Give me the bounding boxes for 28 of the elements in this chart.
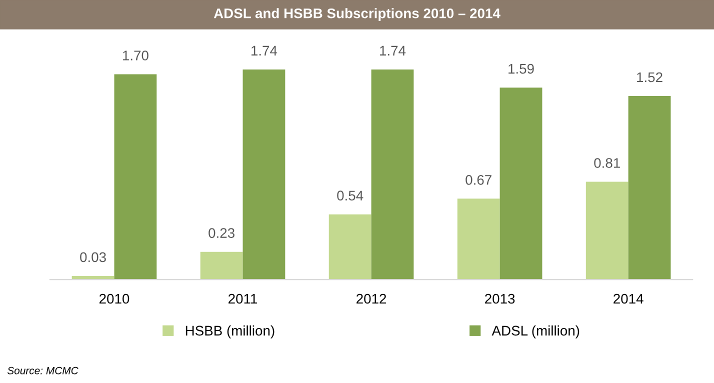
source-note: Source: MCMC bbox=[7, 366, 78, 374]
chart-title: ADSL and HSBB Subscriptions 2010 – 2014 bbox=[214, 8, 500, 22]
bar bbox=[242, 69, 286, 280]
legend-label: ADSL (million) bbox=[492, 325, 580, 338]
bar bbox=[500, 88, 542, 280]
data-label: 0.81 bbox=[594, 158, 620, 168]
x-tick-label: 2010 bbox=[99, 294, 130, 304]
data-label: 0.03 bbox=[80, 252, 106, 262]
data-label: 1.52 bbox=[637, 72, 662, 82]
x-tick-label: 2012 bbox=[356, 294, 386, 304]
bar bbox=[328, 214, 372, 280]
x-tick-label: 2013 bbox=[485, 294, 515, 304]
data-label: 1.74 bbox=[380, 46, 406, 56]
data-label: 1.59 bbox=[508, 64, 534, 74]
x-tick-label: 2014 bbox=[614, 294, 644, 304]
data-label: 1.70 bbox=[122, 50, 148, 60]
legend-label: HSBB (million) bbox=[186, 325, 274, 338]
data-label: 1.74 bbox=[252, 46, 278, 56]
bar bbox=[371, 69, 414, 280]
bar bbox=[586, 182, 628, 280]
x-tick-label: 2011 bbox=[228, 294, 258, 304]
data-label: 0.54 bbox=[337, 190, 364, 201]
bar bbox=[457, 198, 500, 280]
bar bbox=[200, 252, 243, 280]
bar bbox=[114, 74, 157, 280]
data-label: 0.23 bbox=[208, 228, 234, 238]
data-label: 0.67 bbox=[466, 174, 492, 185]
bar bbox=[628, 96, 671, 280]
